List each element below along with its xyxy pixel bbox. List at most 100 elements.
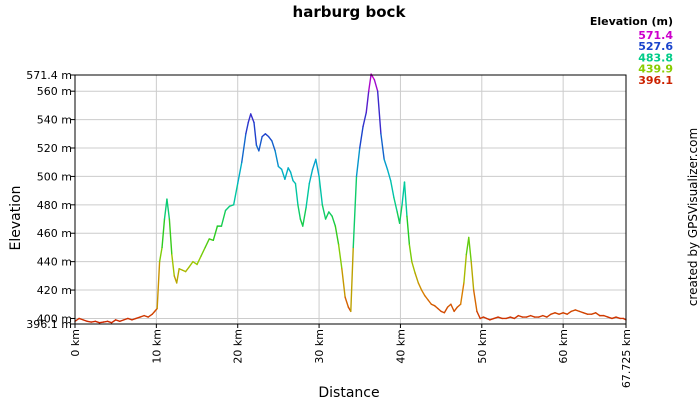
- profile-segment: [106, 320, 113, 324]
- legend-entry: 527.6: [638, 40, 673, 53]
- profile-segment: [476, 310, 481, 320]
- profile-segment: [324, 211, 330, 220]
- profile-segment: [110, 319, 117, 324]
- profile-segment: [284, 167, 289, 180]
- legend-entry: 571.4: [638, 29, 673, 42]
- x-tick-label: 40 km: [394, 329, 407, 364]
- profile-segment: [237, 161, 243, 185]
- profile-segment: [417, 282, 423, 291]
- profile-segment: [562, 312, 568, 315]
- profile-segment: [139, 314, 145, 318]
- profile-segment: [271, 140, 276, 152]
- profile-segment: [119, 319, 125, 322]
- profile-segment: [433, 304, 439, 310]
- profile-segment: [78, 317, 84, 321]
- profile-segment: [517, 314, 524, 318]
- profile-segment: [403, 181, 408, 217]
- profile-segment: [334, 225, 340, 246]
- profile-segment: [538, 314, 544, 318]
- profile-segment: [558, 312, 564, 315]
- profile-segment: [192, 260, 198, 266]
- profile-segment: [245, 121, 249, 135]
- profile-segment: [328, 211, 333, 217]
- profile-segment: [188, 260, 194, 269]
- profile-segment: [570, 309, 577, 313]
- legend-entry: 439.9: [638, 63, 673, 76]
- profile-segment: [253, 121, 258, 146]
- y-tick-label: 571.4 m: [26, 69, 72, 82]
- x-tick-label: 30 km: [313, 329, 326, 364]
- profile-segment: [258, 135, 263, 152]
- profile-segment: [158, 246, 163, 263]
- profile-segment: [171, 253, 175, 277]
- profile-segment: [398, 204, 403, 224]
- profile-segment: [208, 238, 215, 242]
- profile-segment: [82, 319, 88, 322]
- legend-title: Elevation (m): [590, 15, 673, 28]
- profile-segment: [308, 168, 314, 185]
- profile-segment: [147, 313, 153, 318]
- y-tick-label: 420 m: [37, 284, 72, 297]
- x-tick-label: 67.725 km: [620, 329, 633, 388]
- profile-segment: [297, 204, 302, 220]
- profile-segment: [424, 295, 429, 301]
- y-tick-label: 396.1 m: [26, 318, 72, 331]
- y-tick-label: 400 m: [37, 312, 72, 325]
- profile-segment: [582, 312, 589, 315]
- x-axis-title: Distance: [318, 385, 379, 400]
- profile-segment: [554, 312, 560, 315]
- x-tick-label: 50 km: [476, 329, 489, 364]
- profile-segment: [220, 209, 227, 227]
- profile-segment: [350, 246, 354, 313]
- profile-segment: [228, 204, 235, 207]
- profile-segment: [261, 133, 267, 138]
- profile-segment: [287, 167, 292, 173]
- profile-segment: [232, 182, 239, 206]
- profile-segment: [267, 135, 273, 142]
- profile-segment: [525, 314, 532, 318]
- profile-segment: [184, 266, 190, 273]
- profile-segment: [459, 282, 465, 305]
- profile-segment: [414, 272, 420, 284]
- x-tick-label: 60 km: [557, 329, 570, 364]
- profile-segment: [411, 260, 416, 274]
- profile-segment: [368, 73, 372, 92]
- profile-segment: [264, 133, 270, 138]
- profile-segment: [200, 246, 206, 257]
- profile-segment: [135, 316, 141, 320]
- profile-segment: [550, 312, 556, 315]
- profile-segment: [315, 158, 320, 178]
- profile-segment: [386, 168, 392, 182]
- profile-segment: [373, 79, 379, 92]
- profile-segment: [594, 312, 601, 317]
- profile-segment: [389, 179, 395, 199]
- profile-segment: [212, 225, 219, 242]
- profile-segment: [497, 316, 503, 320]
- y-tick-label: 480 m: [37, 199, 72, 212]
- profile-segment: [341, 268, 346, 298]
- profile-segment: [529, 314, 536, 318]
- profile-segment: [344, 296, 350, 308]
- profile-segment: [468, 236, 472, 263]
- profile-segment: [611, 316, 617, 320]
- profile-segment: [289, 171, 294, 182]
- y-tick-label: 520 m: [37, 142, 72, 155]
- profile-segment: [362, 111, 367, 128]
- x-tick-label: 20 km: [232, 329, 245, 364]
- profile-segment: [352, 175, 358, 249]
- plot-frame: [74, 74, 627, 325]
- x-tick-label: 10 km: [150, 329, 163, 364]
- profile-segment: [163, 198, 168, 220]
- profile-segment: [566, 310, 572, 315]
- profile-segment: [294, 182, 299, 206]
- profile-segment: [578, 310, 585, 314]
- credit-text: created by GPSVisualizer.com: [686, 128, 700, 306]
- profile-segment: [196, 255, 202, 266]
- profile-segment: [168, 218, 173, 256]
- profile-segment: [489, 317, 495, 321]
- elevation-profile: [74, 73, 627, 324]
- y-tick-label: 560 m: [37, 85, 72, 98]
